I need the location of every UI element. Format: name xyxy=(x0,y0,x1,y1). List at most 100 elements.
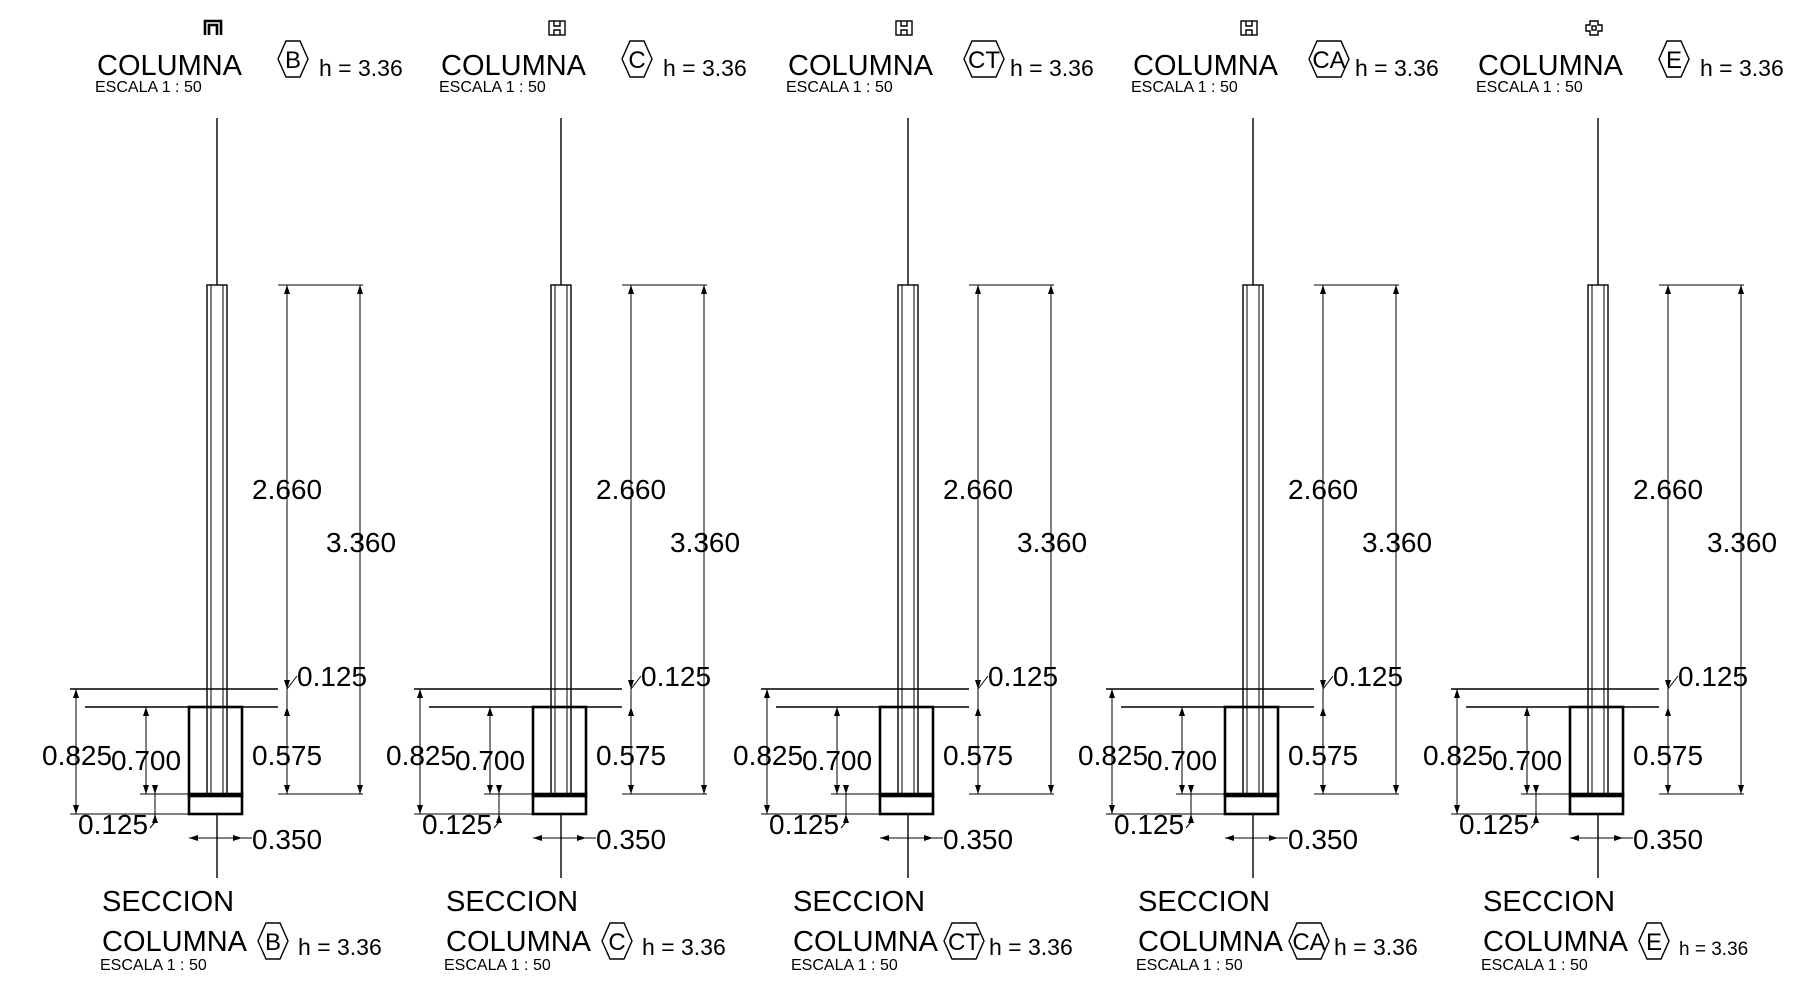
dimension-0125-bottom: 0.125 xyxy=(422,809,492,840)
leader-line xyxy=(1185,821,1192,829)
height-label: h = 3.36 xyxy=(663,55,747,81)
dimension-arrow xyxy=(1665,707,1671,716)
dimension-arrow xyxy=(1188,814,1194,823)
column-title: COLUMNA xyxy=(1133,50,1279,82)
footing-pedestal xyxy=(531,705,588,798)
scale-label: ESCALA 1 : 50 xyxy=(444,957,551,974)
scale-label: ESCALA 1 : 50 xyxy=(100,957,207,974)
dimension-arrow xyxy=(1048,285,1054,294)
dimension-0575: 0.575 xyxy=(252,740,322,771)
dimension-2660: 2.660 xyxy=(1633,474,1703,505)
hexagon-tag-icon xyxy=(601,922,633,960)
dimension-arrow xyxy=(1665,680,1671,689)
section-title-line2: COLUMNA xyxy=(1138,926,1284,958)
dimension-arrow xyxy=(975,707,981,716)
dimension-0825: 0.825 xyxy=(386,740,456,771)
height-label: h = 3.36 xyxy=(989,934,1073,960)
dimension-arrow xyxy=(1109,689,1115,698)
column-shaft xyxy=(206,284,228,795)
dimension-0700: 0.700 xyxy=(111,745,181,776)
scale-label: ESCALA 1 : 50 xyxy=(95,79,202,96)
dimension-arrow xyxy=(975,285,981,294)
dimension-arrow xyxy=(284,785,290,794)
dimension-arrow xyxy=(1533,785,1539,794)
column-shaft xyxy=(550,284,572,795)
dimension-0350: 0.350 xyxy=(1633,824,1703,855)
dimension-arrow xyxy=(1570,835,1579,841)
footing-base xyxy=(1223,792,1280,816)
dimension-arrow xyxy=(143,785,149,794)
dimension-3360: 3.360 xyxy=(1707,527,1777,558)
dimension-arrow xyxy=(487,785,493,794)
hexagon-tag-icon xyxy=(943,922,985,960)
profile-cross-icon xyxy=(1585,20,1603,36)
profile-l-icon xyxy=(203,19,223,35)
column-tag-label: E xyxy=(1666,47,1682,74)
height-label: h = 3.36 xyxy=(642,934,726,960)
hexagon-tag-icon xyxy=(1638,922,1670,960)
dimension-0350: 0.350 xyxy=(252,824,322,855)
dimension-arrow xyxy=(284,680,290,689)
dimension-arrow xyxy=(1320,680,1326,689)
dimension-arrow xyxy=(1738,285,1744,294)
dimension-arrow xyxy=(1393,785,1399,794)
dimension-0700: 0.700 xyxy=(1147,745,1217,776)
dimension-arrow xyxy=(284,707,290,716)
dimension-arrow xyxy=(843,814,849,823)
footing-base xyxy=(531,792,588,816)
dimension-arrow xyxy=(1225,835,1234,841)
column-tag-label: C xyxy=(608,929,625,956)
column-title: COLUMNA xyxy=(1478,50,1624,82)
dimension-arrow xyxy=(189,835,198,841)
column-shaft xyxy=(1587,284,1609,795)
dimension-arrow xyxy=(1179,707,1185,716)
leader-line xyxy=(1322,675,1334,690)
dimension-3360: 3.360 xyxy=(670,527,740,558)
profile-h-icon xyxy=(548,20,566,36)
height-label: h = 3.36 xyxy=(1355,55,1439,81)
scale-label: ESCALA 1 : 50 xyxy=(1481,957,1588,974)
dimension-arrow xyxy=(834,785,840,794)
dimension-0125-top: 0.125 xyxy=(297,661,367,692)
dimension-0125-top: 0.125 xyxy=(1333,661,1403,692)
dimension-arrow xyxy=(628,285,634,294)
column-title: COLUMNA xyxy=(97,50,243,82)
dimension-2660: 2.660 xyxy=(943,474,1013,505)
leader-line xyxy=(840,821,847,829)
dimension-arrow xyxy=(1665,785,1671,794)
height-label: h = 3.36 xyxy=(1700,55,1784,81)
dimension-2660: 2.660 xyxy=(252,474,322,505)
dimension-arrow xyxy=(701,785,707,794)
dimension-arrow xyxy=(1738,785,1744,794)
dimension-arrow xyxy=(152,785,158,794)
dimension-3360: 3.360 xyxy=(1017,527,1087,558)
dimension-arrow xyxy=(701,285,707,294)
dimension-arrow xyxy=(924,835,933,841)
column-tag-label: CT xyxy=(948,929,980,956)
dimension-arrow xyxy=(1320,285,1326,294)
dimension-arrow xyxy=(1188,785,1194,794)
dimension-arrow xyxy=(152,814,158,823)
column-tag-label: E xyxy=(1646,929,1662,956)
dimension-arrow xyxy=(1665,285,1671,294)
column-tag-label: B xyxy=(265,929,281,956)
dimension-0575: 0.575 xyxy=(1633,740,1703,771)
scale-label: ESCALA 1 : 50 xyxy=(791,957,898,974)
dimension-0125-bottom: 0.125 xyxy=(1459,809,1529,840)
dimension-arrow xyxy=(417,805,423,814)
dimension-arrow xyxy=(1533,814,1539,823)
footing-pedestal xyxy=(1568,705,1625,798)
dimension-0575: 0.575 xyxy=(943,740,1013,771)
scale-label: ESCALA 1 : 50 xyxy=(1476,79,1583,96)
dimension-arrow xyxy=(73,805,79,814)
dimension-arrow xyxy=(764,805,770,814)
column-tag-label: C xyxy=(628,47,645,74)
hexagon-tag-icon xyxy=(1308,40,1350,78)
dimension-arrow xyxy=(880,835,889,841)
footing-base xyxy=(878,792,935,816)
dimension-arrow xyxy=(496,814,502,823)
leader-line xyxy=(1667,675,1679,690)
